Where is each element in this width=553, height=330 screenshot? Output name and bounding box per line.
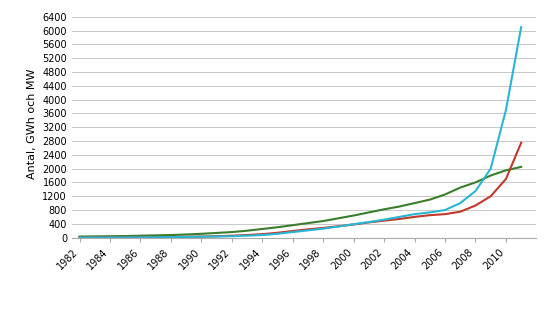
Installerad effekt (MW) <box>76 235 83 239</box>
Line: Elproduktion (GWh): Elproduktion (GWh) <box>80 27 521 238</box>
Elproduktion (GWh) <box>274 232 281 236</box>
Installerad effekt (MW) <box>305 227 311 231</box>
Elproduktion (GWh) <box>442 208 448 212</box>
Antal verk (st) <box>351 214 357 217</box>
Installerad effekt (MW) <box>198 235 205 239</box>
Antal verk (st) <box>366 211 372 214</box>
Elproduktion (GWh) <box>351 222 357 226</box>
Elproduktion (GWh) <box>396 215 403 219</box>
Elproduktion (GWh) <box>198 235 205 239</box>
Antal verk (st) <box>442 192 448 196</box>
Installerad effekt (MW) <box>107 235 113 239</box>
Elproduktion (GWh) <box>289 230 296 234</box>
Elproduktion (GWh) <box>213 235 220 239</box>
Line: Antal verk (st): Antal verk (st) <box>80 167 521 237</box>
Elproduktion (GWh) <box>107 236 113 240</box>
Antal verk (st) <box>320 219 326 223</box>
Installerad effekt (MW) <box>213 234 220 238</box>
Antal verk (st) <box>426 198 433 202</box>
Antal verk (st) <box>122 234 128 238</box>
Installerad effekt (MW) <box>320 226 326 230</box>
Installerad effekt (MW) <box>487 194 494 198</box>
Installerad effekt (MW) <box>335 224 342 228</box>
Installerad effekt (MW) <box>366 220 372 224</box>
Antal verk (st) <box>91 234 98 238</box>
Antal verk (st) <box>259 227 265 231</box>
Antal verk (st) <box>213 231 220 235</box>
Antal verk (st) <box>107 234 113 238</box>
Antal verk (st) <box>137 234 144 238</box>
Installerad effekt (MW) <box>426 213 433 217</box>
Elproduktion (GWh) <box>381 218 388 222</box>
Y-axis label: Antal, GWh och MW: Antal, GWh och MW <box>27 69 36 179</box>
Installerad effekt (MW) <box>457 210 463 214</box>
Elproduktion (GWh) <box>457 201 463 205</box>
Installerad effekt (MW) <box>351 222 357 226</box>
Elproduktion (GWh) <box>152 235 159 239</box>
Installerad effekt (MW) <box>168 235 174 239</box>
Installerad effekt (MW) <box>274 231 281 235</box>
Antal verk (st) <box>76 235 83 239</box>
Installerad effekt (MW) <box>411 215 418 219</box>
Installerad effekt (MW) <box>244 233 251 237</box>
Antal verk (st) <box>168 233 174 237</box>
Elproduktion (GWh) <box>472 189 479 193</box>
Antal verk (st) <box>381 207 388 211</box>
Elproduktion (GWh) <box>335 225 342 229</box>
Installerad effekt (MW) <box>183 235 190 239</box>
Antal verk (st) <box>198 232 205 236</box>
Antal verk (st) <box>411 201 418 205</box>
Antal verk (st) <box>244 229 251 233</box>
Antal verk (st) <box>518 165 524 169</box>
Installerad effekt (MW) <box>442 212 448 216</box>
Elproduktion (GWh) <box>122 235 128 239</box>
Elproduktion (GWh) <box>411 212 418 216</box>
Elproduktion (GWh) <box>228 234 235 238</box>
Line: Installerad effekt (MW): Installerad effekt (MW) <box>80 143 521 237</box>
Elproduktion (GWh) <box>76 236 83 240</box>
Elproduktion (GWh) <box>183 235 190 239</box>
Antal verk (st) <box>457 185 463 189</box>
Installerad effekt (MW) <box>152 235 159 239</box>
Elproduktion (GWh) <box>244 234 251 238</box>
Antal verk (st) <box>396 205 403 209</box>
Installerad effekt (MW) <box>381 219 388 223</box>
Antal verk (st) <box>289 223 296 227</box>
Elproduktion (GWh) <box>518 25 524 29</box>
Elproduktion (GWh) <box>259 233 265 237</box>
Installerad effekt (MW) <box>472 204 479 208</box>
Installerad effekt (MW) <box>289 229 296 233</box>
Elproduktion (GWh) <box>305 228 311 232</box>
Installerad effekt (MW) <box>503 177 509 181</box>
Antal verk (st) <box>305 221 311 225</box>
Installerad effekt (MW) <box>518 141 524 145</box>
Elproduktion (GWh) <box>503 108 509 112</box>
Antal verk (st) <box>183 233 190 237</box>
Installerad effekt (MW) <box>137 235 144 239</box>
Elproduktion (GWh) <box>487 167 494 171</box>
Elproduktion (GWh) <box>137 235 144 239</box>
Installerad effekt (MW) <box>396 217 403 221</box>
Antal verk (st) <box>487 174 494 178</box>
Elproduktion (GWh) <box>366 220 372 224</box>
Elproduktion (GWh) <box>426 211 433 214</box>
Antal verk (st) <box>472 181 479 184</box>
Elproduktion (GWh) <box>320 227 326 231</box>
Installerad effekt (MW) <box>122 235 128 239</box>
Antal verk (st) <box>274 225 281 229</box>
Antal verk (st) <box>335 216 342 220</box>
Antal verk (st) <box>228 230 235 234</box>
Installerad effekt (MW) <box>259 232 265 236</box>
Installerad effekt (MW) <box>228 234 235 238</box>
Elproduktion (GWh) <box>91 236 98 240</box>
Elproduktion (GWh) <box>168 235 174 239</box>
Installerad effekt (MW) <box>91 235 98 239</box>
Antal verk (st) <box>152 233 159 237</box>
Antal verk (st) <box>503 168 509 172</box>
